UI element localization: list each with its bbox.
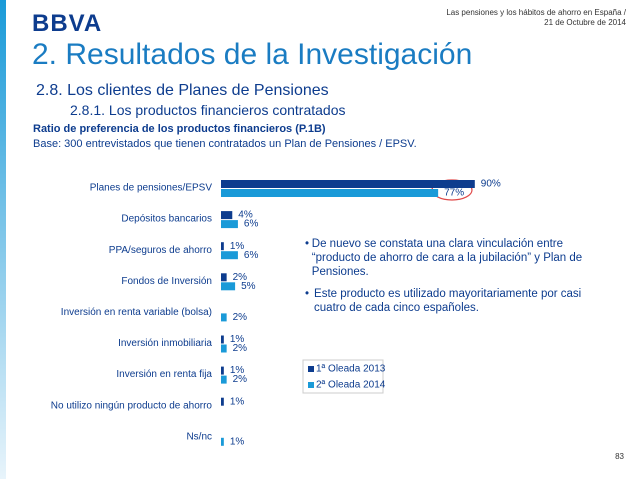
value-label: 2% (233, 374, 248, 385)
chart-subtitle: Base: 300 entrevistados que tienen contr… (33, 138, 417, 150)
value-label: 4% (238, 210, 253, 221)
bullet: • De nuevo se constata una clara vinculac… (305, 237, 595, 279)
section-title: 2.8. Los clientes de Planes de Pensiones (36, 82, 329, 99)
category-label: Ns/nc (186, 431, 212, 442)
bullet-list: • De nuevo se constata una clara vinculac… (305, 237, 595, 315)
bar (221, 180, 475, 188)
chart-title: Ratio de preferencia de los productos fi… (33, 123, 326, 135)
bar (221, 242, 224, 251)
value-label: 1% (230, 396, 245, 407)
value-label: 6% (244, 250, 259, 261)
bar (221, 335, 224, 344)
legend-swatch (308, 382, 314, 388)
note-line: Las pensiones y los hábitos de ahorro en… (446, 8, 626, 17)
bar (221, 397, 224, 406)
value-label: 1% (230, 334, 245, 345)
bar (221, 344, 227, 353)
bar (221, 211, 233, 220)
value-label: 77% (444, 188, 464, 199)
value-label: 6% (244, 219, 259, 230)
bullet-text: Este producto es utilizado mayoritariame… (314, 288, 582, 314)
value-label: 1% (230, 436, 245, 447)
page-title: 2. Resultados de la Investigación (32, 38, 473, 71)
bar (221, 251, 238, 260)
category-label: Inversión en renta variable (bolsa) (61, 307, 212, 318)
side-stripe (0, 0, 6, 479)
category-label: No utilizo ningún producto de ahorro (51, 400, 213, 411)
legend-label: 1ª Oleada 2013 (316, 364, 386, 375)
value-label: 1% (230, 241, 245, 252)
legend-box (302, 359, 384, 394)
bullet: • Este producto es utilizado mayoritariam… (305, 287, 595, 315)
bar (221, 375, 227, 384)
bar (221, 189, 439, 197)
subsection-title: 2.8.1. Los productos financieros contrat… (70, 102, 346, 118)
value-label: 5% (241, 281, 256, 292)
value-label: 90% (481, 179, 501, 190)
legend-label: 2ª Oleada 2014 (316, 380, 386, 391)
bar (221, 437, 224, 446)
category-label: Inversión inmobiliaria (118, 338, 212, 349)
page-number: 83 (615, 452, 624, 461)
category-label: Planes de pensiones/EPSV (90, 183, 213, 194)
bar (221, 273, 227, 282)
category-label: PPA/seguros de ahorro (109, 245, 213, 256)
note-line: 21 de Octubre de 2014 (544, 18, 626, 27)
value-label: 2% (233, 312, 248, 323)
category-label: Fondos de Inversión (121, 276, 212, 287)
bar (221, 220, 238, 229)
value-label: 2% (233, 272, 248, 283)
category-label: Inversión en renta fija (116, 369, 212, 380)
value-label: 2% (233, 343, 248, 354)
bar (221, 313, 227, 322)
value-label: 1% (230, 365, 245, 376)
bar (221, 282, 236, 291)
logo: BBVA (32, 10, 103, 37)
bullet-text: De nuevo se constata una clara vinculaci… (311, 238, 583, 278)
category-label: Depósitos bancarios (121, 214, 212, 225)
legend-swatch (308, 366, 314, 372)
header-note: Las pensiones y los hábitos de ahorro en… (446, 8, 626, 28)
bar (221, 366, 224, 375)
